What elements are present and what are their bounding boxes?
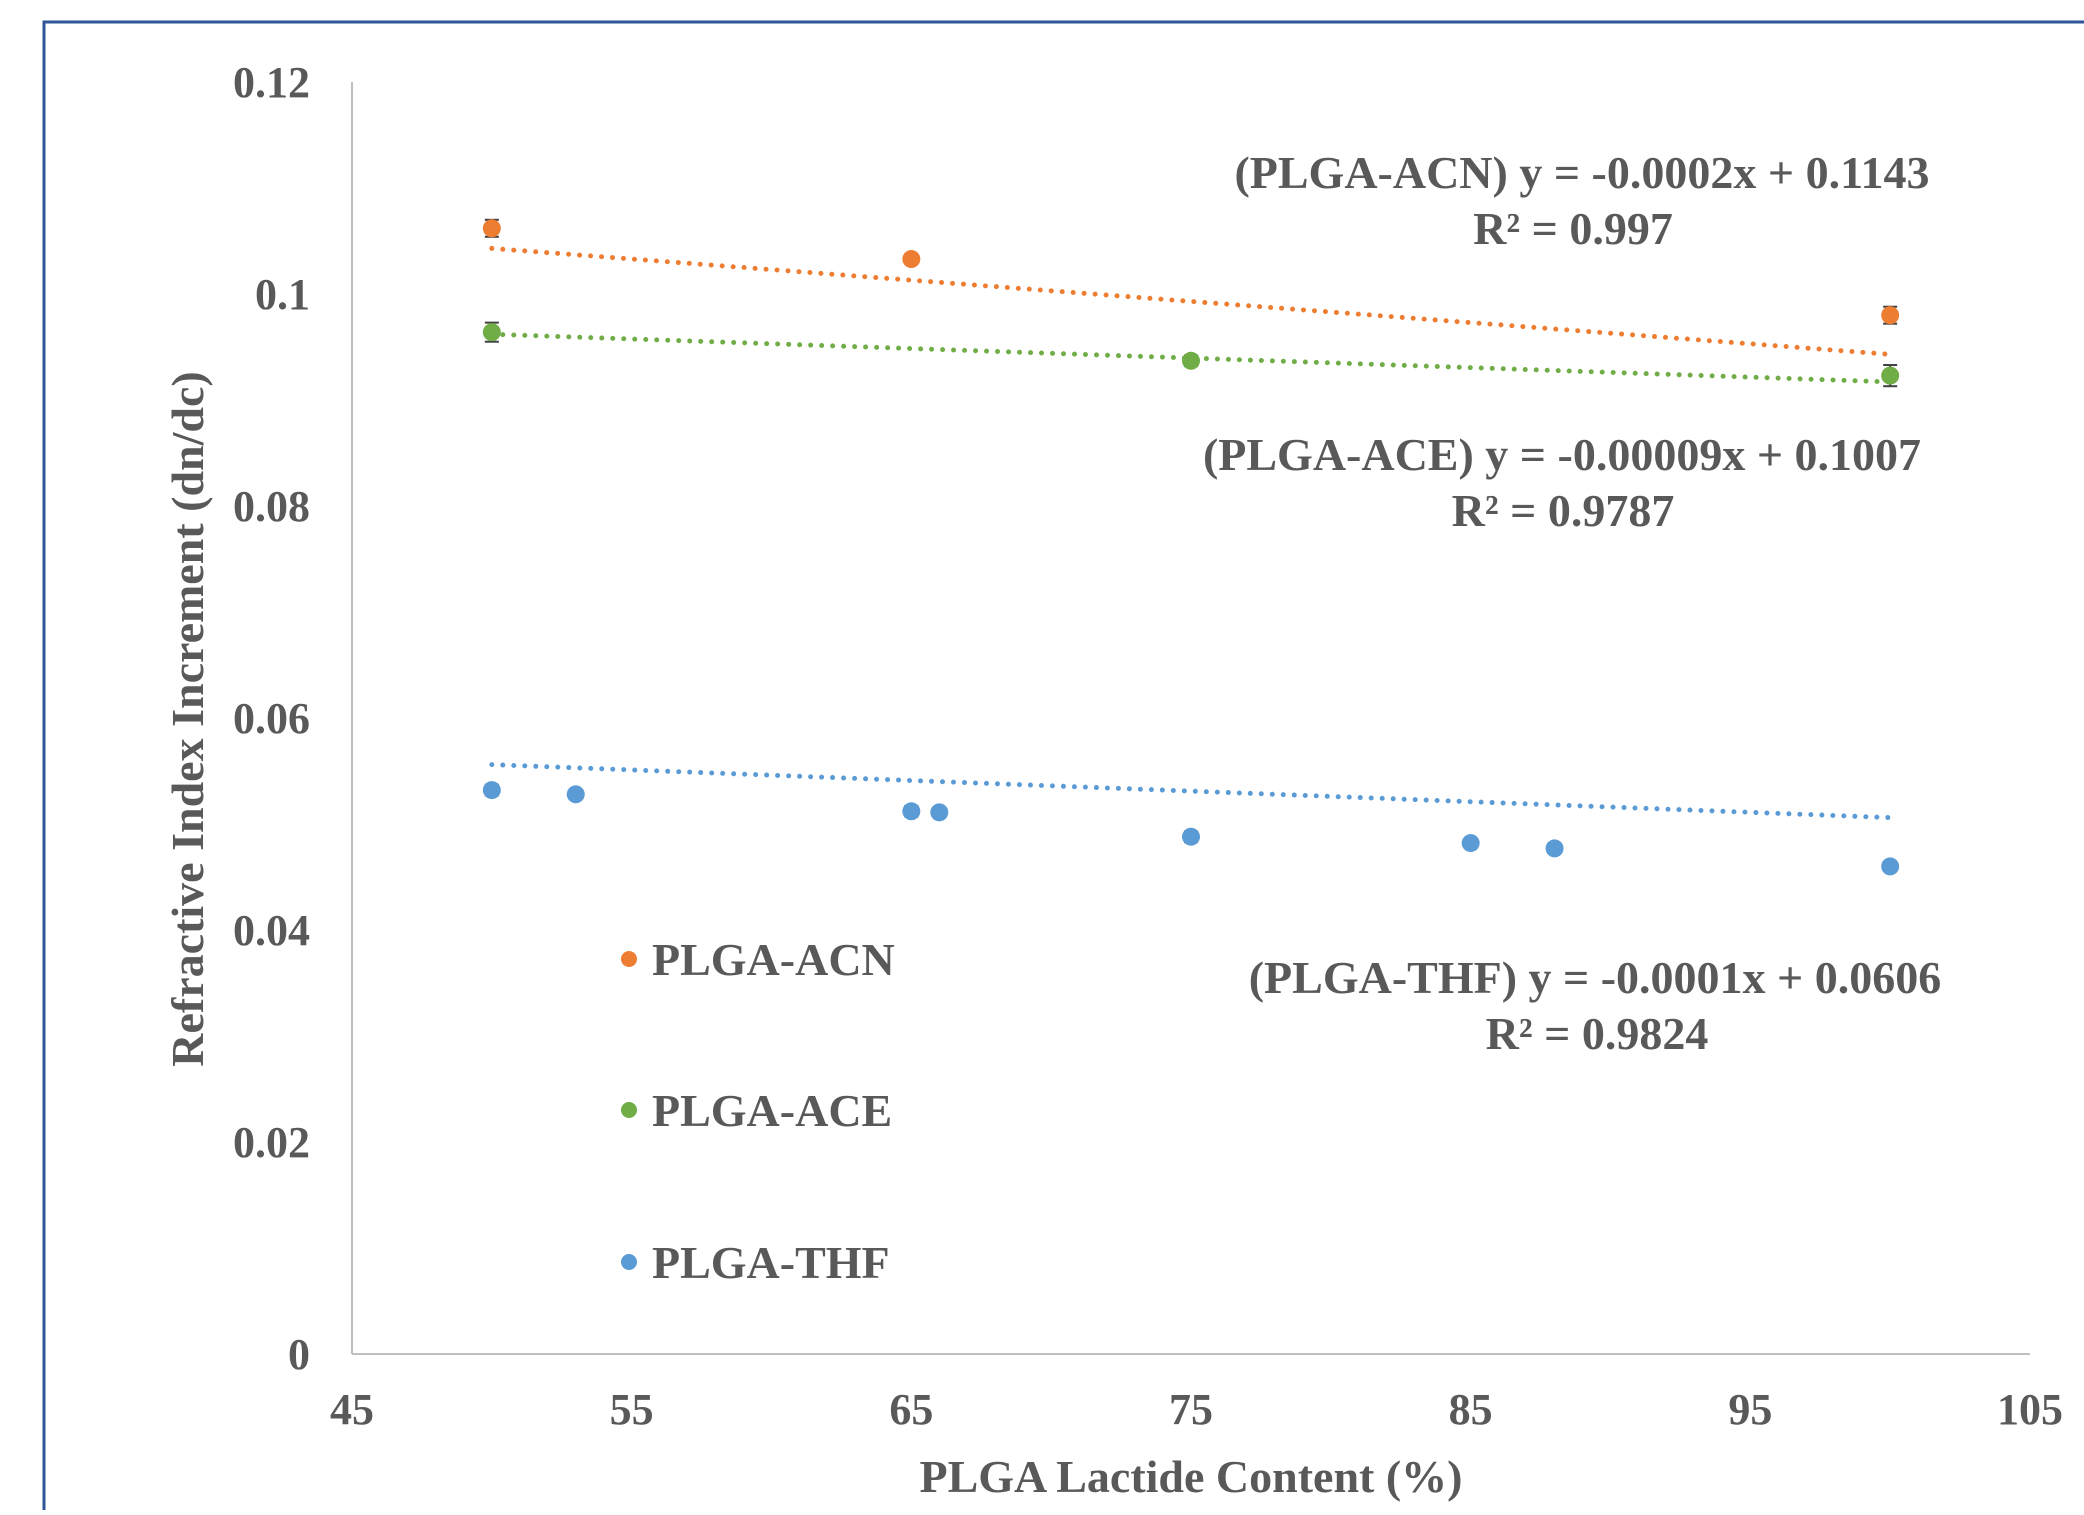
- acn-r2-label: R² = 0.997: [1473, 203, 1673, 254]
- legend-marker-acn: [621, 951, 637, 967]
- x-tick-label: 105: [1997, 1385, 2063, 1434]
- data-point-plga-ace: [482, 323, 501, 342]
- axes-group: 0 0.02 0.04 0.06 0.08 0.1 0.12 45 55 65 75 85 95 105: [233, 58, 2063, 1434]
- legend-marker-ace: [621, 1102, 637, 1118]
- y-tick-label: 0.08: [233, 482, 310, 531]
- x-tick-label: 95: [1728, 1385, 1772, 1434]
- x-tick-label: 45: [330, 1385, 374, 1434]
- data-point-plga-ace: [1881, 366, 1900, 385]
- data-point-plga-acn: [902, 250, 921, 269]
- data-point-plga-thf: [482, 781, 501, 800]
- acn-equation-label: (PLGA-ACN) y = -0.0002x + 0.1143: [1234, 147, 1929, 198]
- data-point-plga-thf: [902, 802, 921, 821]
- x-tick-label: 85: [1449, 1385, 1493, 1434]
- legend-label-acn: PLGA-ACN: [652, 934, 895, 985]
- thf-equation-label: (PLGA-THF) y = -0.0001x + 0.0606: [1249, 952, 1942, 1003]
- x-tick-label: 65: [889, 1385, 933, 1434]
- y-tick-label: 0.06: [233, 694, 310, 743]
- trendline-plga-ace: [489, 331, 1893, 385]
- legend-item-acn: PLGA-ACN: [621, 934, 895, 985]
- data-point-plga-acn: [482, 219, 501, 238]
- data-point-plga-acn: [1881, 306, 1900, 325]
- y-tick-label: 0.04: [233, 906, 310, 955]
- legend-label-thf: PLGA-THF: [652, 1237, 890, 1288]
- data-point-plga-ace: [1182, 351, 1200, 370]
- x-tick-label: 55: [610, 1385, 654, 1434]
- y-tick-label: 0.1: [255, 270, 310, 319]
- legend-item-thf: PLGA-THF: [621, 1237, 890, 1288]
- legend-item-ace: PLGA-ACE: [621, 1085, 892, 1136]
- data-point-plga-thf: [1182, 827, 1200, 846]
- data-point-plga-thf: [566, 785, 585, 804]
- x-tick-label: 75: [1169, 1385, 1213, 1434]
- y-tick-label: 0.02: [233, 1118, 310, 1167]
- y-axis-title: Refractive Index Increment (dn/dc): [162, 371, 213, 1066]
- y-tick-label: 0: [288, 1330, 310, 1379]
- ace-equation-label: (PLGA-ACE) y = -0.00009x + 0.1007: [1203, 429, 1921, 480]
- points-group: [482, 219, 1900, 876]
- data-point-plga-thf: [1461, 834, 1480, 853]
- y-tick-label: 0.12: [233, 58, 310, 107]
- legend-label-ace: PLGA-ACE: [652, 1085, 892, 1136]
- data-point-plga-thf: [1545, 839, 1564, 858]
- data-point-plga-thf: [930, 803, 949, 822]
- ace-r2-label: R² = 0.9787: [1452, 485, 1675, 536]
- legend: PLGA-ACN PLGA-ACE PLGA-THF: [621, 934, 895, 1288]
- legend-marker-thf: [621, 1254, 637, 1270]
- trendlines-group: [489, 245, 1893, 821]
- data-point-plga-thf: [1881, 857, 1900, 876]
- x-axis-title: PLGA Lactide Content (%): [919, 1451, 1462, 1502]
- thf-r2-label: R² = 0.9824: [1486, 1008, 1709, 1059]
- trendline-plga-thf: [489, 762, 1893, 821]
- chart-border: [42, 20, 2084, 1515]
